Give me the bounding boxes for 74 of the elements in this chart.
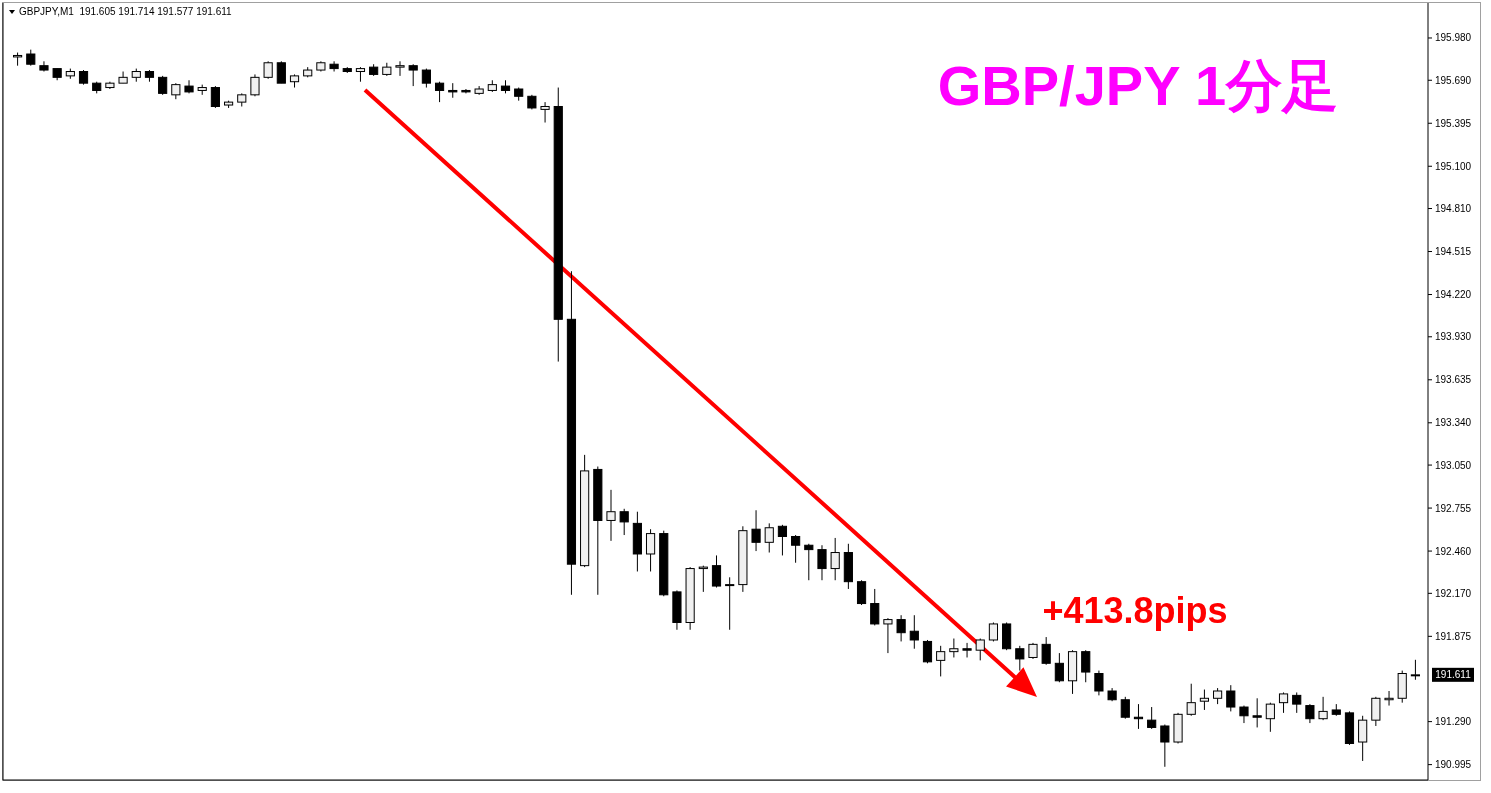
y-tick-label: 194.220 (1435, 289, 1472, 301)
candlestick (817, 544, 827, 581)
candlestick (856, 579, 867, 606)
y-tick-label: 194.810 (1435, 203, 1472, 215)
candlestick (830, 537, 840, 581)
candlestick (1199, 689, 1210, 711)
candlestick (764, 522, 774, 554)
candlestick (408, 63, 418, 87)
candlestick (540, 101, 550, 124)
candlestick (210, 85, 220, 109)
candlestick (1094, 670, 1104, 696)
y-tick-label: 195.980 (1435, 32, 1472, 44)
candlestick (1160, 724, 1170, 768)
candlestick (896, 614, 906, 642)
y-tick-label: 191.875 (1435, 630, 1472, 642)
candlestick (949, 638, 959, 658)
y-tick-label: 193.635 (1435, 374, 1472, 386)
candlestick (1252, 697, 1262, 728)
candlestick (39, 60, 49, 73)
candlestick (791, 534, 801, 564)
candlestick (1120, 696, 1130, 720)
candlestick (962, 642, 972, 658)
candlestick (1186, 683, 1196, 717)
candlestick (909, 614, 919, 650)
candlestick (777, 524, 788, 556)
candlestick (1318, 696, 1328, 721)
candlestick (619, 508, 629, 536)
candlestick (276, 60, 286, 84)
candlestick (751, 509, 761, 552)
text: GBP/JPY 1分足 (937, 53, 1339, 117)
candlestick (645, 528, 656, 572)
candlestick (1226, 684, 1236, 712)
y-tick-label: 190.995 (1435, 759, 1472, 771)
candlestick (1015, 645, 1025, 672)
y-tick-label: 193.340 (1435, 417, 1472, 429)
candlestick (936, 645, 946, 677)
y-tick-label: 192.170 (1435, 587, 1472, 599)
candlestick (1358, 715, 1368, 762)
candlestick (606, 489, 616, 542)
candlestick (1265, 702, 1275, 733)
candlestick (698, 565, 708, 593)
y-tick-label: 193.050 (1435, 459, 1472, 471)
candlestick (922, 639, 933, 664)
candlestick (1305, 703, 1315, 724)
candlestick (804, 543, 814, 581)
candlestick (1410, 659, 1420, 681)
y-tick-label: 195.100 (1435, 160, 1472, 172)
candlestick (870, 588, 880, 626)
candlestick (1041, 636, 1051, 666)
y-tick-label: 193.930 (1435, 331, 1472, 343)
candlestick (250, 73, 260, 97)
candlestick (1371, 696, 1381, 727)
candlestick (883, 617, 893, 654)
candlestick (1081, 649, 1091, 683)
text: 191.611 (1435, 669, 1472, 681)
y-tick-label: 195.690 (1435, 74, 1472, 86)
candlestick (1147, 706, 1157, 730)
y-tick-label: 192.755 (1435, 502, 1472, 514)
candlestick (725, 576, 735, 631)
y-tick-label: 191.290 (1435, 716, 1472, 728)
candlestick (395, 60, 405, 77)
candlestick (158, 75, 168, 96)
candlestick (329, 60, 339, 73)
annotation: GBPJPY,M1 191.605 191.714 191.577 191.611 (19, 6, 233, 17)
y-tick-label: 195.395 (1435, 117, 1472, 129)
candlestick (1054, 652, 1064, 683)
candlestick (711, 554, 722, 589)
candlestick (1384, 690, 1394, 707)
candlestick (1278, 691, 1289, 714)
y-tick-label: 194.515 (1435, 246, 1472, 258)
y-tick-label: 192.460 (1435, 545, 1472, 557)
candlestick (434, 81, 445, 103)
candlestick (1292, 691, 1302, 714)
annotation: +413.8pips (1042, 589, 1228, 631)
